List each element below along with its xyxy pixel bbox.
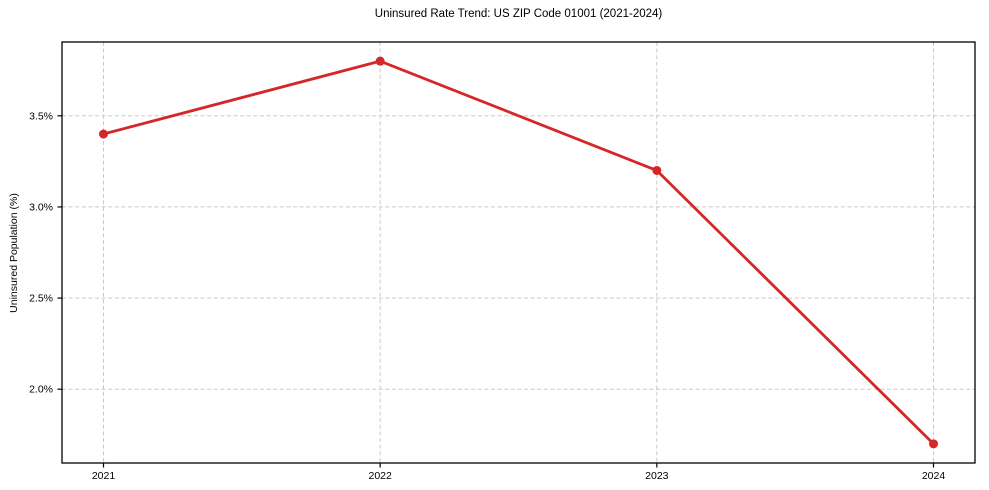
data-point-2023 <box>652 165 662 175</box>
plot-border <box>61 41 976 464</box>
y-tick-label: 2.5% <box>29 293 53 305</box>
y-tick-label: 3.0% <box>29 201 53 213</box>
data-point-2022 <box>375 56 385 66</box>
x-tick-label: 2024 <box>922 470 946 482</box>
chart-title: Uninsured Rate Trend: US ZIP Code 01001 … <box>374 8 663 20</box>
x-tick-label: 2023 <box>645 470 669 482</box>
data-point-2024 <box>929 439 938 449</box>
y-tick-label: 3.5% <box>29 110 53 122</box>
x-tick-label: 2022 <box>368 470 392 482</box>
x-tick-label: 2021 <box>92 470 116 482</box>
data-point-2021 <box>99 129 108 139</box>
y-tick-label: 2.0% <box>29 384 53 396</box>
trend-line <box>102 59 935 446</box>
